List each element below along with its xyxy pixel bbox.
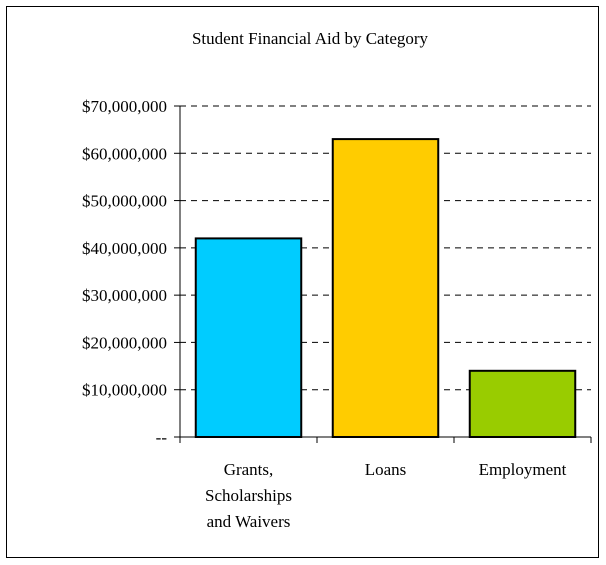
y-tick-labels: -- $10,000,000 $20,000,000 $30,000,000 $40,0… [82,97,167,447]
bar-2 [468,369,577,438]
y-tick-label-1: $10,000,000 [82,381,167,400]
bars [194,138,577,438]
chart-title: Student Financial Aid by Category [192,29,429,48]
y-tick-label-0: -- [156,428,168,447]
x-tick-label-0: Grants, Scholarships and Waivers [205,460,292,531]
y-tick-label-3: $30,000,000 [82,286,167,305]
bar-0 [194,237,303,438]
x-tick-label-1: Loans [365,460,407,479]
bar-1 [331,138,440,438]
y-tick-label-6: $60,000,000 [82,144,167,163]
y-tick-label-7: $70,000,000 [82,97,167,116]
chart-frame [6,6,599,558]
y-tick-label-4: $40,000,000 [82,239,167,258]
x-tick-labels: Grants, Scholarships and Waivers Loans Emplo… [205,460,567,531]
y-tick-label-5: $50,000,000 [82,192,167,211]
x-tick-label-2: Employment [479,460,567,479]
y-tick-label-2: $20,000,000 [82,333,167,352]
axes [174,105,592,443]
